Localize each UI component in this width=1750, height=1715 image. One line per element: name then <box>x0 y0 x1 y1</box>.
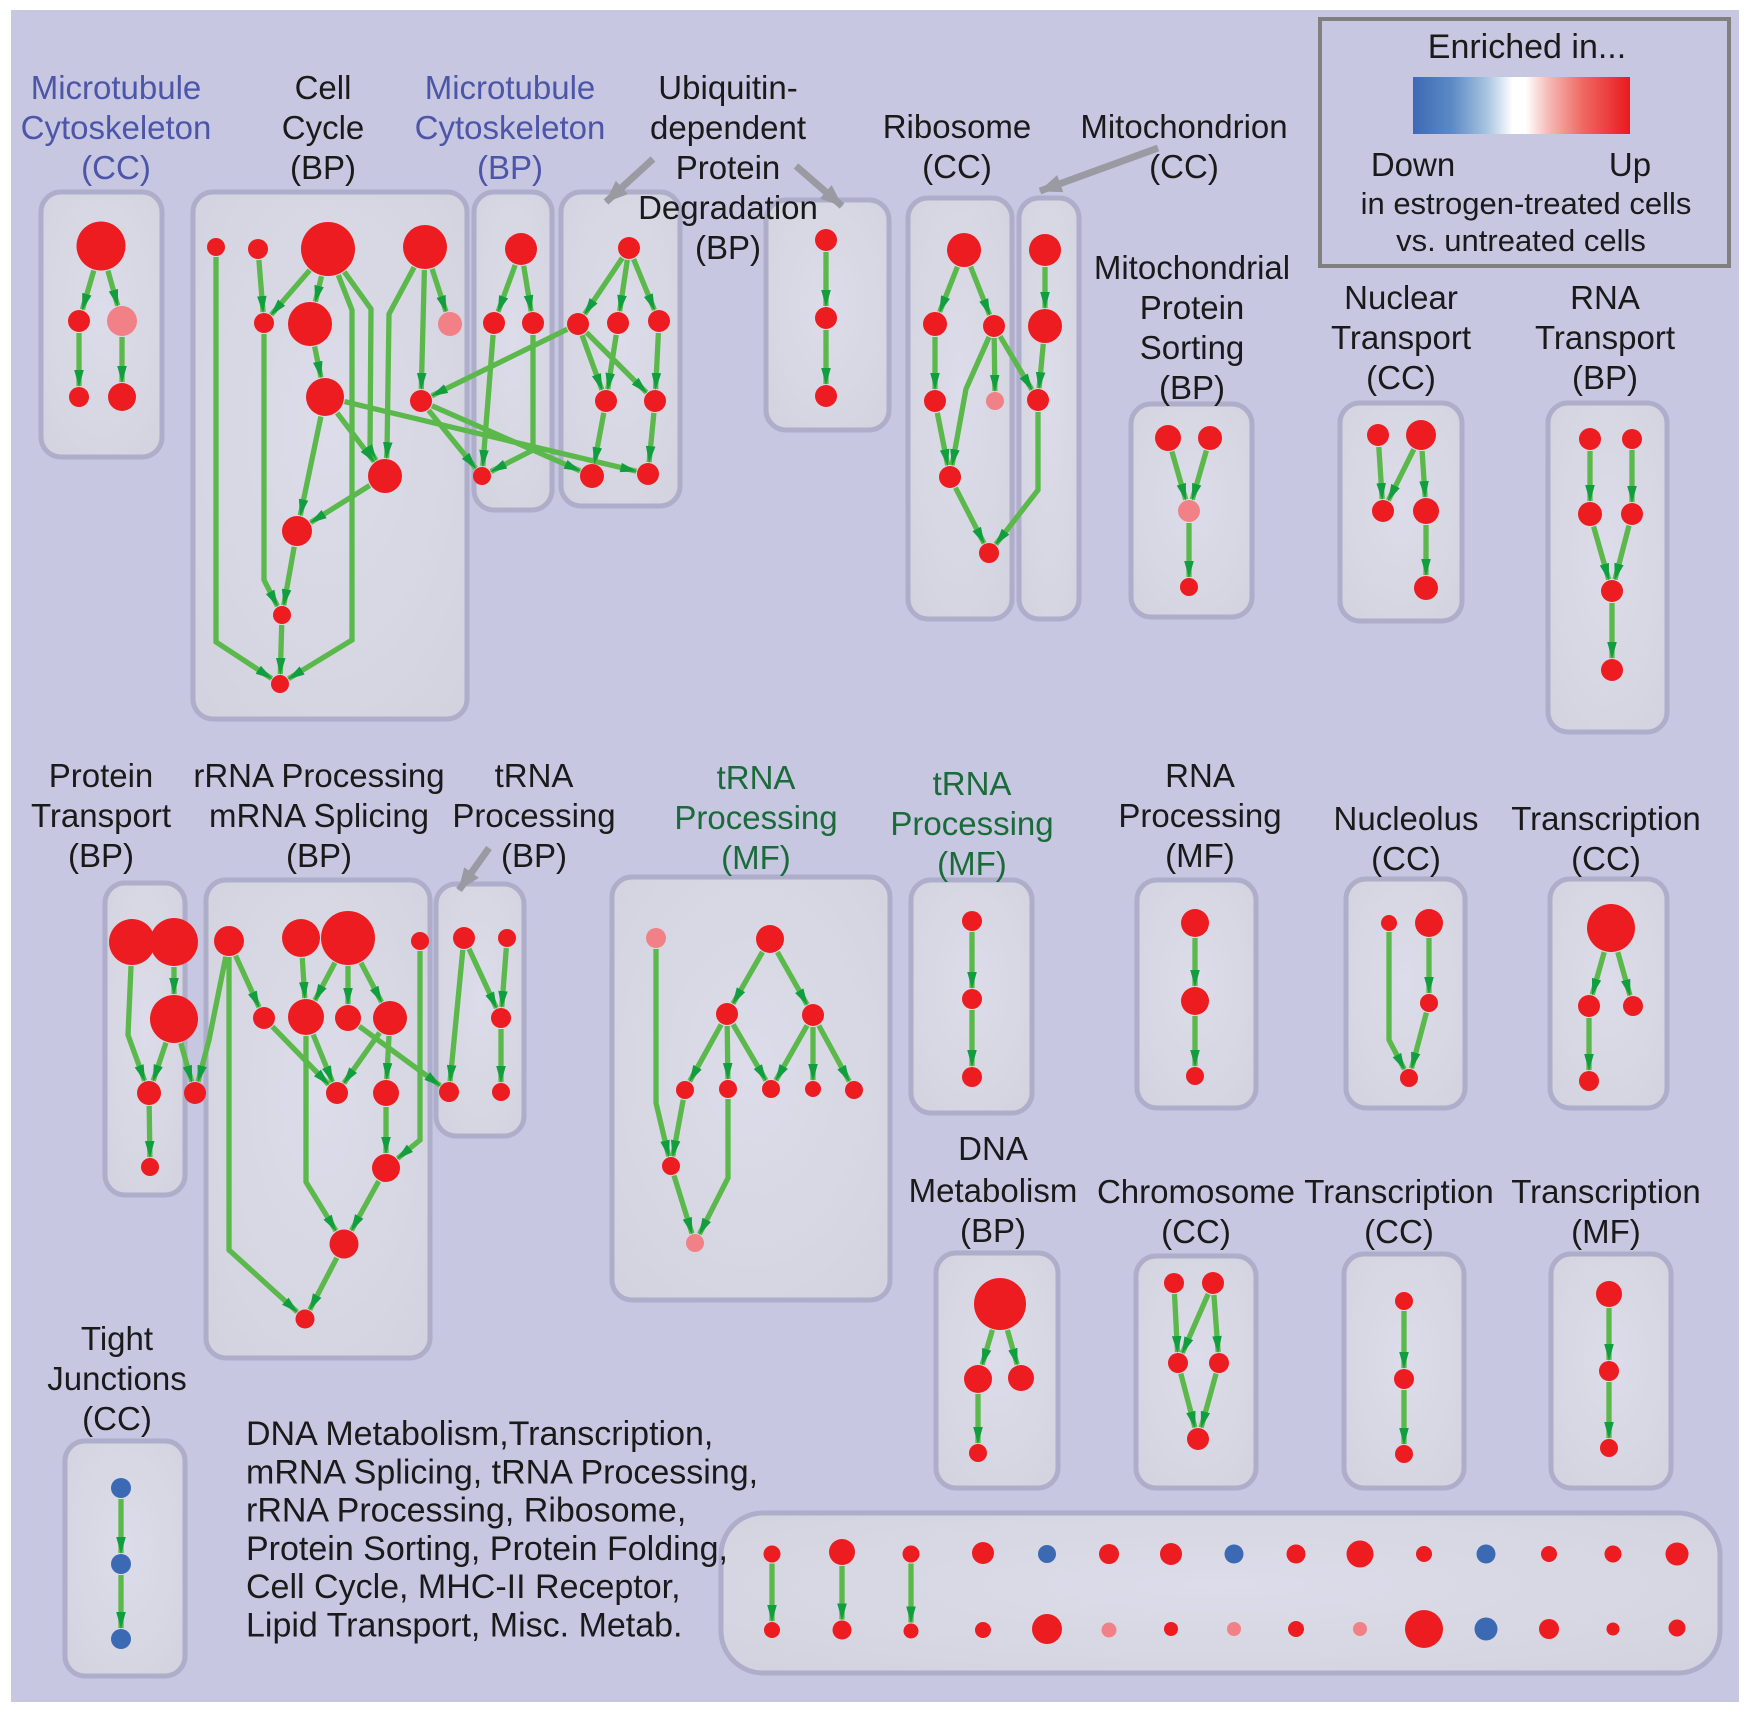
svg-text:Ubiquitin-: Ubiquitin- <box>658 69 797 106</box>
svg-text:(CC): (CC) <box>922 148 992 185</box>
svg-text:(CC): (CC) <box>1161 1213 1231 1250</box>
svg-text:Junctions: Junctions <box>47 1360 186 1397</box>
svg-text:Protein: Protein <box>49 757 154 794</box>
svg-text:(CC): (CC) <box>1364 1213 1434 1250</box>
svg-text:(MF): (MF) <box>937 845 1007 882</box>
svg-text:Tight: Tight <box>81 1320 153 1357</box>
svg-text:rRNA Processing, Ribosome,: rRNA Processing, Ribosome, <box>246 1492 686 1530</box>
svg-text:mRNA Splicing, tRNA Processing: mRNA Splicing, tRNA Processing, <box>246 1453 758 1491</box>
svg-text:vs. untreated cells: vs. untreated cells <box>1396 223 1646 258</box>
svg-text:Microtubule: Microtubule <box>425 69 596 106</box>
svg-text:Mitochondrial: Mitochondrial <box>1094 249 1290 286</box>
svg-text:(BP): (BP) <box>286 837 352 874</box>
svg-text:Lipid Transport, Misc. Metab.: Lipid Transport, Misc. Metab. <box>246 1607 683 1645</box>
svg-text:Transcription: Transcription <box>1511 800 1701 837</box>
svg-text:Cycle: Cycle <box>282 109 365 146</box>
svg-text:dependent: dependent <box>650 109 806 146</box>
svg-text:(MF): (MF) <box>1165 837 1235 874</box>
svg-text:Transport: Transport <box>1535 319 1675 356</box>
svg-text:Sorting: Sorting <box>1140 329 1245 366</box>
svg-text:(CC): (CC) <box>1149 148 1219 185</box>
svg-text:Protein Sorting, Protein Foldi: Protein Sorting, Protein Folding, <box>246 1530 728 1568</box>
svg-text:DNA: DNA <box>958 1130 1028 1167</box>
svg-text:Metabolism: Metabolism <box>909 1172 1078 1209</box>
svg-text:Down: Down <box>1371 146 1455 183</box>
svg-text:Nucleolus: Nucleolus <box>1334 800 1479 837</box>
svg-text:Cytoskeleton: Cytoskeleton <box>21 109 212 146</box>
svg-text:(CC): (CC) <box>1366 359 1436 396</box>
svg-text:Processing: Processing <box>890 805 1053 842</box>
svg-text:Nuclear: Nuclear <box>1344 279 1458 316</box>
svg-text:(CC): (CC) <box>1571 840 1641 877</box>
svg-text:tRNA: tRNA <box>717 759 796 796</box>
svg-text:RNA: RNA <box>1165 757 1235 794</box>
svg-text:tRNA: tRNA <box>495 757 574 794</box>
svg-text:Transcription: Transcription <box>1511 1173 1701 1210</box>
svg-text:(MF): (MF) <box>721 839 791 876</box>
svg-text:Chromosome: Chromosome <box>1097 1173 1295 1210</box>
svg-text:(MF): (MF) <box>1571 1213 1641 1250</box>
svg-text:(CC): (CC) <box>82 1400 152 1437</box>
svg-text:(BP): (BP) <box>290 149 356 186</box>
svg-text:(BP): (BP) <box>960 1212 1026 1249</box>
svg-text:(CC): (CC) <box>1371 840 1441 877</box>
svg-text:Transport: Transport <box>31 797 171 834</box>
svg-text:Protein: Protein <box>1140 289 1245 326</box>
svg-text:Processing: Processing <box>452 797 615 834</box>
svg-text:rRNA Processing: rRNA Processing <box>193 757 444 794</box>
svg-text:Cytoskeleton: Cytoskeleton <box>415 109 606 146</box>
svg-text:(BP): (BP) <box>501 837 567 874</box>
svg-text:in estrogen-treated cells: in estrogen-treated cells <box>1361 186 1692 221</box>
svg-text:Ribosome: Ribosome <box>883 108 1032 145</box>
svg-text:Processing: Processing <box>1118 797 1281 834</box>
svg-text:Processing: Processing <box>674 799 837 836</box>
svg-text:Enriched in...: Enriched in... <box>1428 28 1626 66</box>
svg-text:RNA: RNA <box>1570 279 1640 316</box>
svg-text:DNA Metabolism,Transcription,: DNA Metabolism,Transcription, <box>246 1415 713 1453</box>
svg-text:Mitochondrion: Mitochondrion <box>1080 108 1287 145</box>
svg-text:mRNA Splicing: mRNA Splicing <box>209 797 429 834</box>
svg-text:Cell: Cell <box>295 69 352 106</box>
svg-text:Microtubule: Microtubule <box>31 69 202 106</box>
svg-text:Transcription: Transcription <box>1304 1173 1494 1210</box>
svg-text:Up: Up <box>1609 146 1651 183</box>
svg-text:Transport: Transport <box>1331 319 1471 356</box>
svg-text:Cell Cycle, MHC-II Receptor,: Cell Cycle, MHC-II Receptor, <box>246 1568 681 1606</box>
svg-text:(BP): (BP) <box>1572 359 1638 396</box>
svg-text:tRNA: tRNA <box>933 765 1012 802</box>
svg-text:Protein: Protein <box>676 149 781 186</box>
svg-text:(CC): (CC) <box>81 149 151 186</box>
svg-text:(BP): (BP) <box>1159 369 1225 406</box>
svg-text:(BP): (BP) <box>68 837 134 874</box>
svg-text:(BP): (BP) <box>695 229 761 266</box>
svg-text:(BP): (BP) <box>477 149 543 186</box>
svg-text:Degradation: Degradation <box>638 189 818 226</box>
